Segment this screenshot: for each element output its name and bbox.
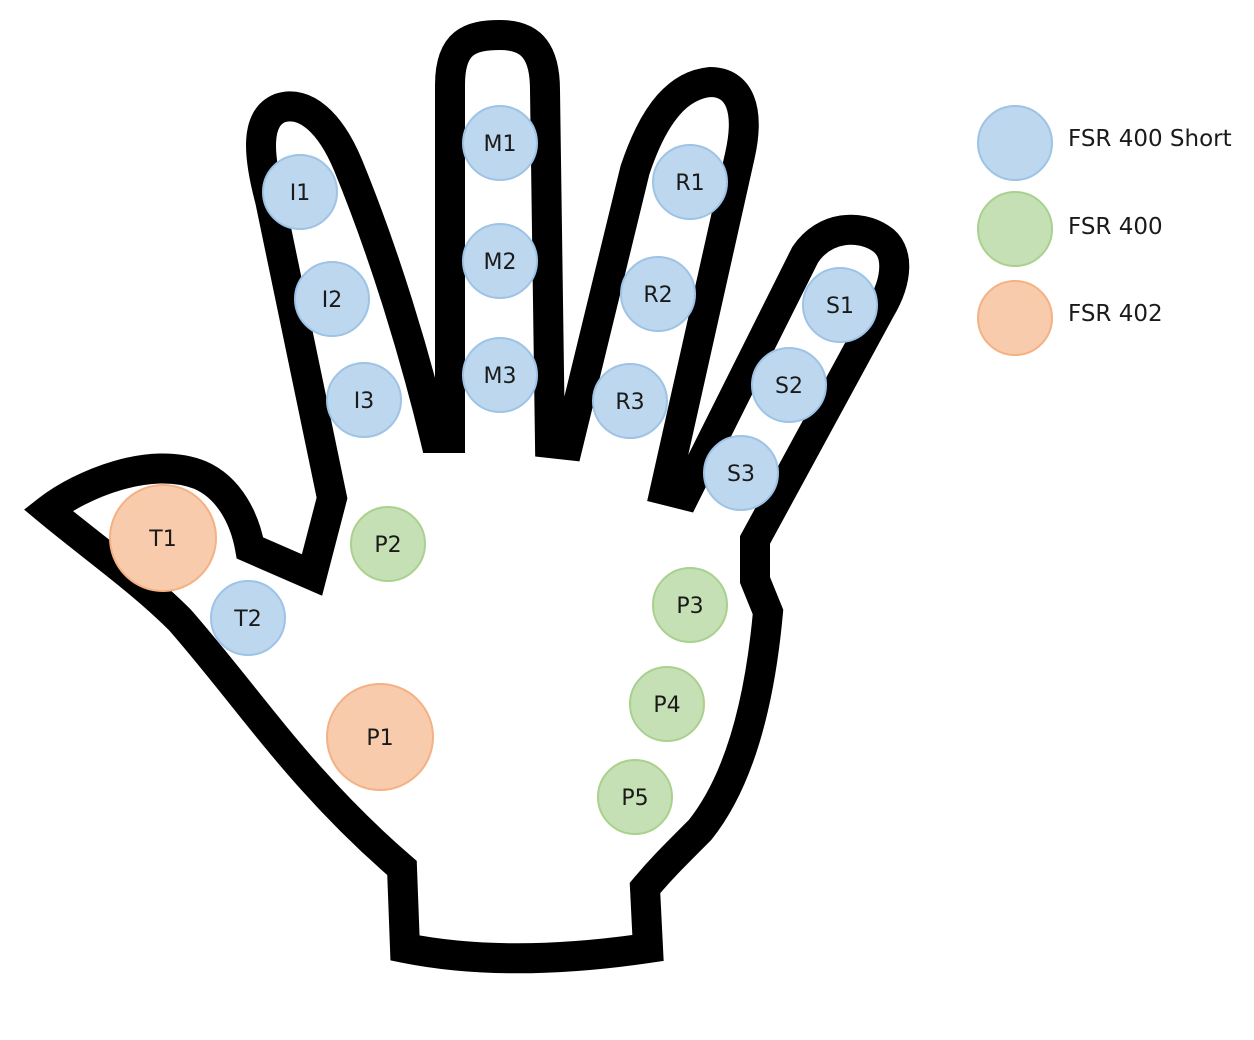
sensor-i2: I2 <box>294 261 370 337</box>
sensor-pad <box>462 337 538 413</box>
sensor-pad <box>652 144 728 220</box>
sensor-pad <box>262 154 338 230</box>
sensor-m2: M2 <box>462 223 538 299</box>
sensor-label: P2 <box>374 533 401 558</box>
sensor-pad <box>462 223 538 299</box>
sensor-pad <box>751 347 827 423</box>
sensor-label: I2 <box>322 288 343 313</box>
sensor-label: T2 <box>233 607 261 632</box>
sensor-i1: I1 <box>262 154 338 230</box>
sensor-label: M1 <box>484 132 517 157</box>
sensor-label: P4 <box>653 693 680 718</box>
legend-swatch-fsr-400 <box>977 191 1053 267</box>
sensor-m1: M1 <box>462 105 538 181</box>
legend-label-fsr-400: FSR 400 <box>1068 214 1163 240</box>
sensor-pad <box>210 580 286 656</box>
sensor-pad <box>592 363 668 439</box>
legend-swatch-fsr-402 <box>977 280 1053 356</box>
sensor-label: R1 <box>675 171 704 196</box>
sensor-p5: P5 <box>597 759 673 835</box>
sensor-pad <box>802 267 878 343</box>
sensor-label: R3 <box>615 390 644 415</box>
sensor-pad <box>350 506 426 582</box>
sensor-r2: R2 <box>620 256 696 332</box>
sensor-label: R2 <box>643 283 672 308</box>
sensor-pad <box>597 759 673 835</box>
sensor-pad <box>326 683 434 791</box>
sensor-label: P3 <box>676 594 703 619</box>
sensor-i3: I3 <box>326 362 402 438</box>
sensor-t2: T2 <box>210 580 286 656</box>
legend-label-fsr-402: FSR 402 <box>1068 301 1163 327</box>
sensor-t1: T1 <box>109 484 217 592</box>
sensor-label: I1 <box>290 181 311 206</box>
sensor-pad <box>326 362 402 438</box>
sensor-pad <box>703 435 779 511</box>
sensor-pad <box>294 261 370 337</box>
sensor-label: S3 <box>727 462 755 487</box>
sensor-pad <box>109 484 217 592</box>
sensor-p4: P4 <box>629 666 705 742</box>
sensor-p1: P1 <box>326 683 434 791</box>
sensor-pad <box>629 666 705 742</box>
sensor-s1: S1 <box>802 267 878 343</box>
sensor-p2: P2 <box>350 506 426 582</box>
sensor-label: I3 <box>354 389 375 414</box>
sensor-layer: I1 I2 I3 M1 M2 M3 R1 R2 R3 S1 S2 S3 T1 T2 P1 P2 P3 P4 P5 <box>109 105 878 835</box>
sensor-m3: M3 <box>462 337 538 413</box>
sensor-pad <box>620 256 696 332</box>
sensor-s2: S2 <box>751 347 827 423</box>
sensor-pad <box>652 567 728 643</box>
legend-swatch-fsr-400-short <box>977 105 1053 181</box>
sensor-label: T1 <box>148 527 176 552</box>
sensor-p3: P3 <box>652 567 728 643</box>
legend-label-fsr-400-short: FSR 400 Short <box>1068 126 1232 152</box>
sensor-label: M3 <box>484 364 517 389</box>
sensor-label: M2 <box>484 250 517 275</box>
sensor-r3: R3 <box>592 363 668 439</box>
sensor-r1: R1 <box>652 144 728 220</box>
sensor-label: P5 <box>621 786 648 811</box>
sensor-s3: S3 <box>703 435 779 511</box>
sensor-label: S1 <box>826 294 854 319</box>
sensor-pad <box>462 105 538 181</box>
sensor-label: S2 <box>775 374 803 399</box>
legend-swatches <box>977 105 1053 356</box>
sensor-label: P1 <box>366 726 393 751</box>
